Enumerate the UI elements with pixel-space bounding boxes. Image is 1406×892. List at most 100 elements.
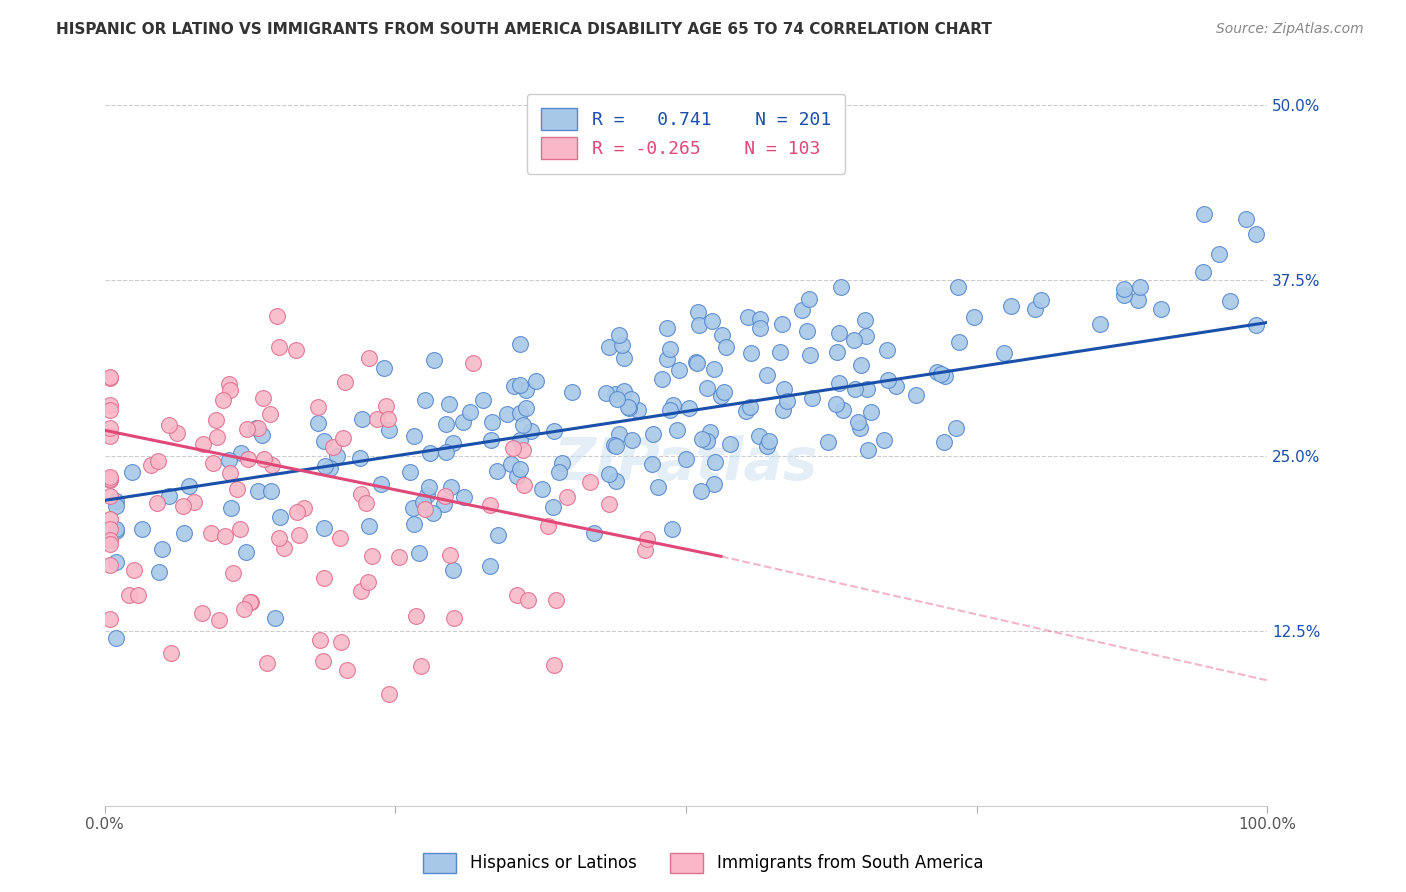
Point [1194,207,1216,221]
Point [350,486,373,500]
Point [713,385,735,400]
Point [598,467,620,481]
Point [434,417,457,431]
Point [370,476,392,491]
Point [1244,318,1267,333]
Point [686,356,709,370]
Point [855,329,877,343]
Point [437,397,460,411]
Point [800,391,823,405]
Point [772,403,794,417]
Point [148,566,170,580]
Point [748,321,770,335]
Point [657,352,679,367]
Point [413,393,436,408]
Point [509,337,531,351]
Point [876,343,898,358]
Point [946,280,969,294]
Point [502,441,524,455]
Point [292,500,315,515]
Point [259,407,281,421]
Point [710,327,733,342]
Point [481,415,503,429]
Point [817,435,839,450]
Point [1129,280,1152,294]
Point [239,595,262,609]
Point [561,384,583,399]
Point [1112,282,1135,296]
Point [100,512,122,526]
Point [668,362,690,376]
Point [105,522,128,536]
Point [537,519,560,533]
Point [314,458,336,473]
Point [703,362,725,376]
Point [1150,302,1173,317]
Point [350,584,373,599]
Point [264,611,287,625]
Point [853,312,876,326]
Point [205,430,228,444]
Point [876,373,898,387]
Point [326,450,349,464]
Point [619,401,641,415]
Point [479,498,502,512]
Point [312,521,335,535]
Point [145,496,167,510]
Point [157,489,180,503]
Point [605,386,627,401]
Point [172,499,194,513]
Point [714,340,737,354]
Point [352,411,374,425]
Point [413,501,436,516]
Point [100,522,122,536]
Point [651,372,673,386]
Text: HISPANIC OR LATINO VS IMMIGRANTS FROM SOUTH AMERICA DISABILITY AGE 65 TO 74 CORR: HISPANIC OR LATINO VS IMMIGRANTS FROM SO… [56,22,993,37]
Point [647,480,669,494]
Point [148,454,170,468]
Point [439,548,461,562]
Point [825,396,848,410]
Point [402,501,425,516]
Point [269,509,291,524]
Point [929,367,952,381]
Point [948,335,970,350]
Point [418,480,440,494]
Point [543,424,565,438]
Point [696,434,718,449]
Point [412,495,434,509]
Point [607,427,630,442]
Point [100,398,122,412]
Point [100,533,122,547]
Point [131,522,153,536]
Point [378,423,401,437]
Point [253,452,276,467]
Point [755,368,778,382]
Point [595,386,617,401]
Point [100,371,122,385]
Point [267,531,290,545]
Point [405,609,427,624]
Point [550,456,572,470]
Point [240,594,263,608]
Point [404,428,426,442]
Point [934,435,956,450]
Point [688,318,710,332]
Point [925,365,948,379]
Point [627,403,650,417]
Point [122,563,145,577]
Point [1219,294,1241,309]
Point [451,415,474,429]
Point [285,505,308,519]
Point [844,382,866,396]
Point [366,412,388,426]
Point [699,425,721,439]
Point [846,415,869,429]
Point [1244,227,1267,241]
Point [828,376,851,391]
Point [127,588,149,602]
Point [388,550,411,565]
Point [799,348,821,362]
Point [312,655,335,669]
Point [160,646,183,660]
